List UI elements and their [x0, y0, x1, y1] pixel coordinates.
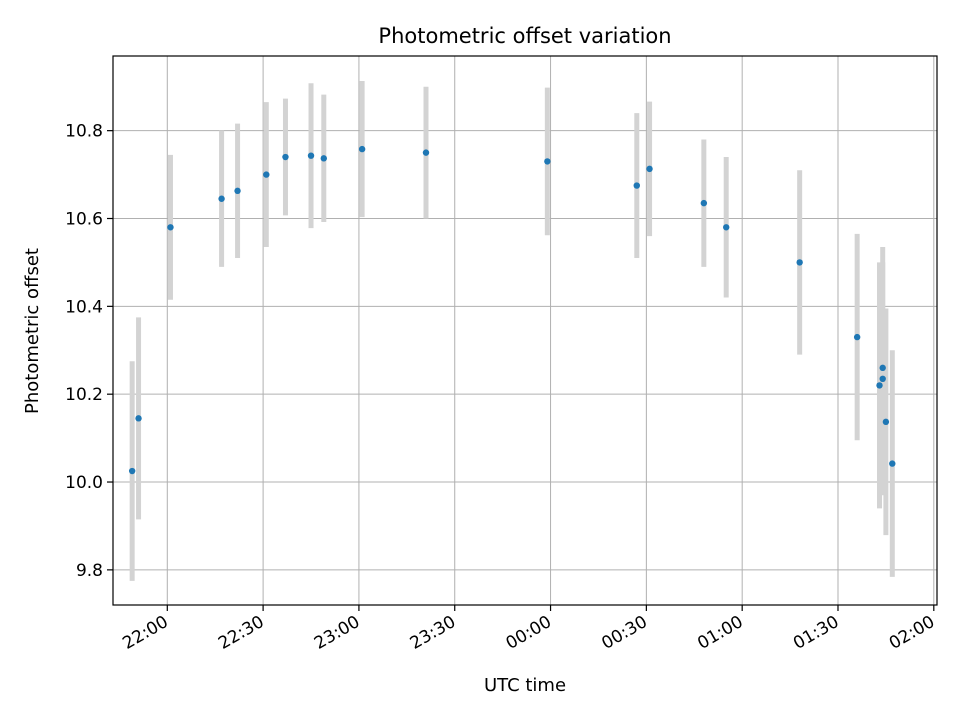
- data-point: [882, 418, 890, 426]
- data-point: [320, 155, 327, 162]
- data-point: [700, 199, 708, 207]
- tick-layer: 22:00 22:30 23:00 23:30 00:00 00:30 01:00 01:30…: [65, 122, 938, 654]
- y-tick-label: 10.6: [65, 210, 103, 230]
- x-axis-label: UTC time: [484, 675, 566, 696]
- data-point: [723, 224, 730, 231]
- x-tick-label: 01:30: [790, 612, 842, 654]
- data-point: [167, 224, 174, 231]
- x-tick-label: 00:00: [503, 612, 555, 654]
- x-tick-label: 00:30: [598, 612, 650, 654]
- data-point: [879, 375, 886, 383]
- data-point: [646, 165, 653, 173]
- data-point: [633, 182, 640, 189]
- point-layer: [128, 145, 896, 475]
- data-point: [282, 153, 289, 161]
- x-tick-label: 22:00: [119, 612, 171, 654]
- data-point: [234, 187, 241, 195]
- data-point: [218, 195, 225, 202]
- data-point: [128, 467, 136, 475]
- data-point: [796, 259, 803, 266]
- y-axis-label: Photometric offset: [22, 248, 43, 414]
- y-tick-label: 10.2: [65, 385, 103, 405]
- chart-title: Photometric offset variation: [378, 24, 671, 48]
- x-tick-label: 23:00: [311, 612, 363, 654]
- data-point: [422, 149, 430, 156]
- y-tick-label: 10.8: [65, 122, 103, 142]
- y-tick-label: 10.4: [65, 297, 103, 317]
- errorbar-layer: [129, 81, 895, 581]
- data-point: [876, 382, 883, 389]
- data-point: [879, 364, 886, 372]
- x-tick-label: 22:30: [215, 612, 267, 654]
- data-point: [307, 152, 315, 159]
- y-tick-label: 10.0: [65, 473, 103, 493]
- data-point: [889, 460, 896, 467]
- plot-frame: [112, 55, 938, 606]
- x-tick-label: 02:00: [886, 612, 938, 654]
- data-point: [358, 145, 366, 153]
- y-tick-label: 9.8: [76, 561, 103, 581]
- x-tick-label: 23:30: [407, 612, 459, 654]
- data-point: [263, 171, 270, 178]
- data-point: [853, 333, 861, 341]
- x-tick-label: 01:00: [694, 612, 746, 654]
- data-point: [135, 415, 142, 422]
- data-point: [544, 158, 551, 165]
